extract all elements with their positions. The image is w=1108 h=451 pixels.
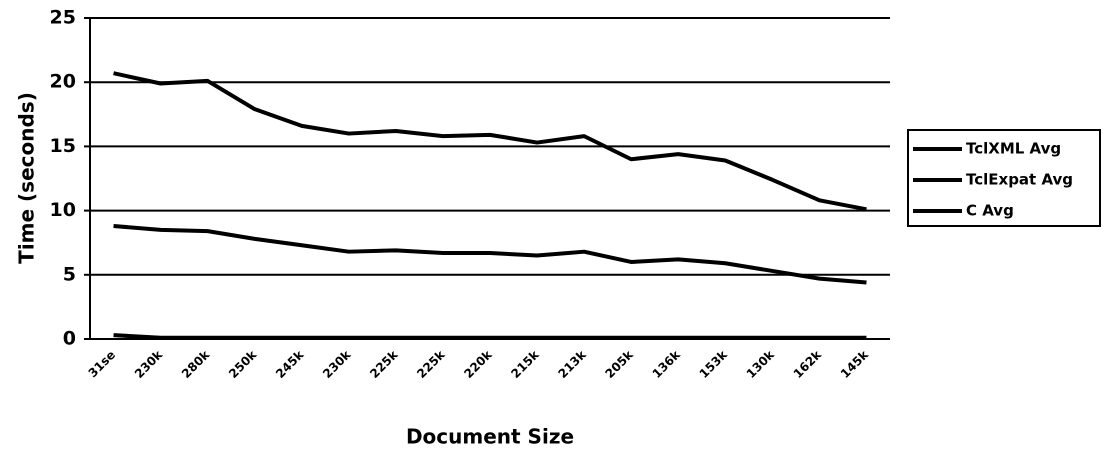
x-tick-label: 220k: [461, 347, 495, 381]
legend-label: TclXML Avg: [966, 140, 1061, 158]
x-tick-label: 280k: [179, 347, 213, 381]
y-tick-label: 5: [63, 263, 76, 285]
x-tick-label: 250k: [226, 347, 260, 381]
x-tick-label: 205k: [603, 347, 637, 381]
x-tick-label: 225k: [414, 347, 448, 381]
x-tick-label: 153k: [697, 347, 731, 381]
x-tick-label: 31se: [86, 348, 119, 381]
legend-label: TclExpat Avg: [966, 171, 1073, 189]
x-tick-label: 145k: [838, 347, 872, 381]
x-tick-label: 215k: [508, 347, 542, 381]
x-axis-title: Document Size: [406, 425, 574, 449]
y-tick-label: 15: [50, 135, 76, 157]
y-axis-title: Time (seconds): [15, 92, 39, 264]
line: [113, 333, 867, 340]
line: [113, 71, 867, 212]
x-tick-label: 162k: [791, 347, 825, 381]
y-tick-label: 0: [63, 328, 76, 350]
x-tick-label: 245k: [273, 347, 307, 381]
y-tick-label: 10: [50, 199, 76, 221]
y-tick-label: 25: [50, 7, 76, 29]
x-tick-label: 225k: [367, 347, 401, 381]
x-tick-label: 130k: [744, 347, 778, 381]
x-tick-label: 230k: [320, 347, 354, 381]
y-tick-label: 20: [50, 71, 76, 93]
x-tick-label: 213k: [555, 347, 589, 381]
line: [113, 224, 867, 285]
x-tick-label: 230k: [132, 347, 166, 381]
legend-label: C Avg: [966, 202, 1014, 220]
x-tick-label: 136k: [650, 347, 684, 381]
